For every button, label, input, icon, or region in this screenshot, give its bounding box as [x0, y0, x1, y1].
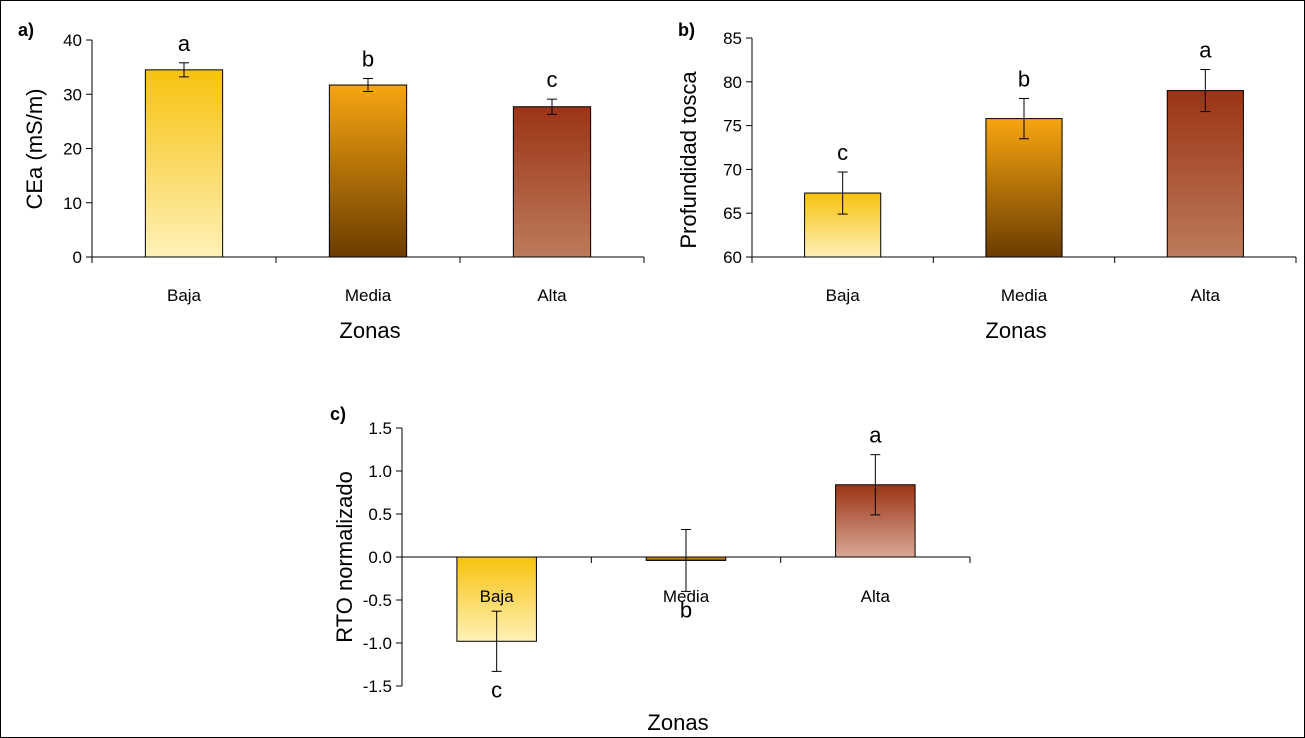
category-label-c: Baja: [480, 587, 515, 606]
chart-panel-b: b) Profundidad tosca Zonas 60 65 70 75 80 85 c…: [676, 20, 1297, 343]
y-tick-label-b: 85: [723, 29, 742, 48]
significance-letter-a: c: [547, 67, 558, 92]
y-axis-title-a: CEa (mS/m): [22, 89, 47, 210]
bar-media-a: [328, 84, 408, 258]
panel-label-b: b): [678, 20, 695, 40]
panel-label-a: a): [18, 20, 34, 40]
y-tick-label-b: 70: [723, 160, 742, 179]
bar-alta-a: [512, 106, 592, 258]
y-tick-label-a: 30: [63, 85, 82, 104]
chart-panel-c: c) RTO normalizado Zonas -1.5 -1.0 -0.5 0.0…: [330, 404, 971, 735]
bar-alta-b: [1166, 90, 1244, 258]
bar-baja-a: [144, 69, 224, 258]
y-tick-label-c: 1.0: [368, 462, 392, 481]
significance-letter-b: a: [1199, 38, 1212, 63]
category-label-c: Media: [663, 587, 710, 606]
y-tick-label-a: 10: [63, 194, 82, 213]
significance-letter-c: a: [869, 423, 882, 448]
y-tick-label-b: 80: [723, 73, 742, 92]
y-tick-label-a: 0: [73, 248, 82, 267]
y-tick-label-b: 60: [723, 248, 742, 267]
x-axis-title-a: Zonas: [339, 318, 400, 343]
y-tick-label-c: -0.5: [363, 591, 392, 610]
y-tick-label-c: 0.0: [368, 548, 392, 567]
x-axis-title-c: Zonas: [647, 710, 708, 735]
y-tick-label-a: 20: [63, 140, 82, 159]
y-tick-label-a: 40: [63, 31, 82, 50]
y-tick-label-b: 65: [723, 204, 742, 223]
category-label-b: Media: [1001, 286, 1048, 305]
significance-letter-c: b: [680, 597, 692, 622]
y-axis-title-b: Profundidad tosca: [676, 71, 701, 249]
bar-media-b: [985, 118, 1063, 258]
significance-letter-a: a: [178, 31, 191, 56]
significance-letter-b: c: [837, 140, 848, 165]
y-tick-label-c: 0.5: [368, 505, 392, 524]
category-label-c: Alta: [861, 587, 891, 606]
x-axis-title-b: Zonas: [985, 318, 1046, 343]
y-tick-label-c: 1.5: [368, 419, 392, 438]
y-axis-title-c: RTO normalizado: [332, 471, 357, 643]
significance-letter-a: b: [362, 47, 374, 72]
y-tick-label-c: -1.5: [363, 677, 392, 696]
y-tick-label-b: 75: [723, 117, 742, 136]
chart-panel-a: a) CEa (mS/m) Zonas 0 10 20 30 40 a Baja b Media…: [18, 20, 645, 343]
category-label-a: Baja: [167, 286, 202, 305]
category-label-b: Alta: [1191, 286, 1221, 305]
significance-letter-c: c: [491, 677, 502, 702]
panel-label-c: c): [330, 404, 346, 424]
category-label-b: Baja: [826, 286, 861, 305]
y-tick-label-c: -1.0: [363, 634, 392, 653]
category-label-a: Alta: [537, 286, 567, 305]
category-label-a: Media: [345, 286, 392, 305]
significance-letter-b: b: [1018, 66, 1030, 91]
